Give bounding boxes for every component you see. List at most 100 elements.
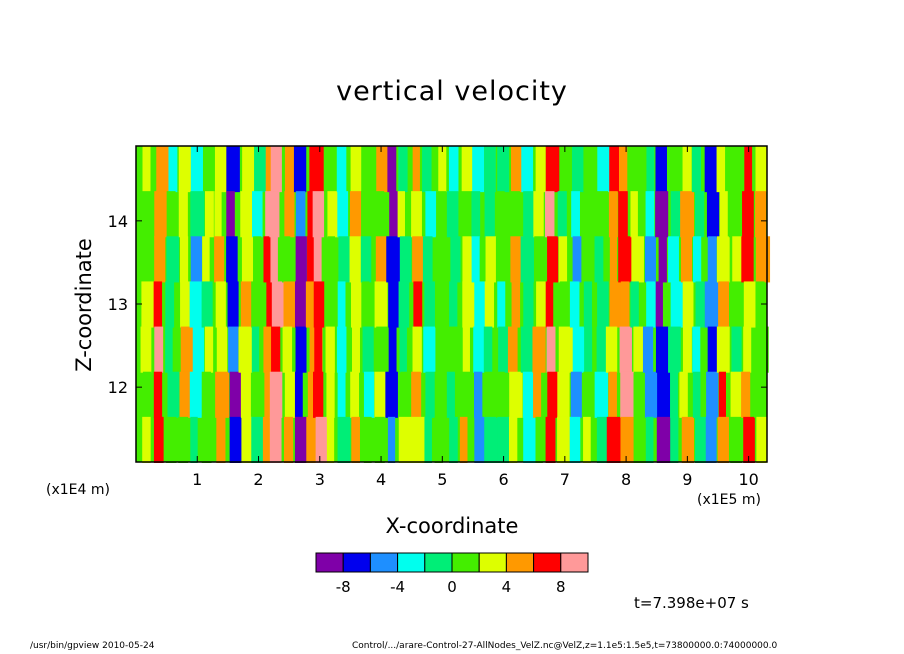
- field-cell: [620, 371, 634, 418]
- field-cell: [204, 146, 217, 193]
- field-cell: [559, 146, 568, 193]
- field-cell: [474, 416, 487, 463]
- field-cell: [644, 236, 656, 283]
- field-cell: [228, 326, 239, 373]
- colorbar-tick-label: 4: [502, 578, 512, 596]
- field-cell: [496, 371, 505, 418]
- field-cell: [510, 191, 520, 238]
- field-cell: [422, 236, 433, 283]
- field-cell: [507, 326, 518, 373]
- field-cell: [307, 236, 317, 283]
- colorbar: -8 -4 0 4 8: [315, 552, 589, 596]
- field-cell: [544, 191, 555, 238]
- field-cell: [473, 326, 486, 373]
- field-cell: [718, 371, 726, 418]
- field-cell: [294, 371, 303, 418]
- field-cell: [522, 371, 534, 418]
- field-cell: [471, 191, 481, 238]
- field-cell: [423, 326, 437, 373]
- colorbar-swatch: [424, 552, 453, 573]
- field-cell: [496, 191, 505, 238]
- field-cell: [269, 371, 283, 418]
- field-cell: [462, 281, 475, 328]
- field-cell: [670, 281, 683, 328]
- field-cell: [630, 281, 639, 328]
- field-cell: [374, 371, 387, 418]
- field-cell: [201, 371, 211, 418]
- field-cell: [168, 146, 178, 193]
- field-cell: [461, 191, 473, 238]
- field-cell: [596, 326, 607, 373]
- field-cell: [312, 146, 324, 193]
- field-cell: [692, 371, 701, 418]
- field-cell: [215, 371, 230, 418]
- field-cell: [252, 191, 263, 238]
- field-cell: [387, 416, 396, 463]
- field-cell: [597, 146, 611, 193]
- field-cell: [755, 191, 767, 238]
- field-cell: [179, 371, 191, 418]
- field-cell: [657, 371, 672, 418]
- field-cell: [282, 326, 293, 373]
- field-cell: [269, 416, 282, 463]
- field-cell: [189, 371, 203, 418]
- field-cell: [252, 371, 261, 418]
- field-cell: [571, 191, 580, 238]
- field-cell: [572, 236, 582, 283]
- field-cell: [743, 281, 757, 328]
- field-cell: [730, 371, 745, 418]
- field-cell: [362, 281, 370, 328]
- field-cell: [557, 191, 567, 238]
- field-cell: [376, 326, 388, 373]
- field-cell: [459, 416, 468, 463]
- field-cell: [620, 416, 635, 463]
- field-cell: [438, 146, 447, 193]
- field-cell: [167, 371, 180, 418]
- field-cell: [306, 416, 317, 463]
- field-cell: [154, 191, 169, 238]
- field-cell: [435, 326, 447, 373]
- field-cell: [284, 146, 295, 193]
- field-cell: [446, 191, 459, 238]
- field-cell: [609, 236, 618, 283]
- field-cell: [583, 146, 592, 193]
- field-cell: [682, 146, 692, 193]
- field-cell: [265, 146, 276, 193]
- field-cell: [281, 236, 291, 283]
- field-cell: [350, 146, 365, 193]
- field-cell: [557, 416, 571, 463]
- field-cell: [337, 281, 346, 328]
- field-cell: [307, 371, 316, 418]
- field-cell: [436, 191, 446, 238]
- x-tick-label: 1: [192, 470, 202, 489]
- colorbar-swatch: [505, 552, 535, 573]
- field-cell: [484, 191, 495, 238]
- field-cell: [655, 146, 667, 193]
- field-cell: [241, 236, 254, 283]
- field-cell: [583, 416, 591, 463]
- field-cell: [363, 416, 372, 463]
- field-cell: [327, 191, 341, 238]
- field-cell: [668, 236, 679, 283]
- field-cell: [142, 371, 152, 418]
- field-cell: [361, 191, 372, 238]
- field-cell: [385, 371, 398, 418]
- field-cell: [608, 371, 617, 418]
- field-cell: [546, 326, 556, 373]
- field-cell: [214, 236, 225, 283]
- field-cell: [337, 191, 349, 238]
- field-cell: [754, 371, 762, 418]
- field-cell: [166, 236, 180, 283]
- field-cell: [142, 416, 151, 463]
- field-cell: [633, 416, 647, 463]
- field-cell: [523, 416, 538, 463]
- field-cell: [716, 236, 730, 283]
- x-tick-label: 3: [315, 470, 325, 489]
- field-cell: [732, 236, 744, 283]
- field-cell: [655, 191, 669, 238]
- field-cell: [707, 236, 717, 283]
- field-cell: [351, 416, 360, 463]
- field-cell: [533, 371, 542, 418]
- field-cell: [704, 281, 720, 328]
- field-cell: [295, 191, 306, 238]
